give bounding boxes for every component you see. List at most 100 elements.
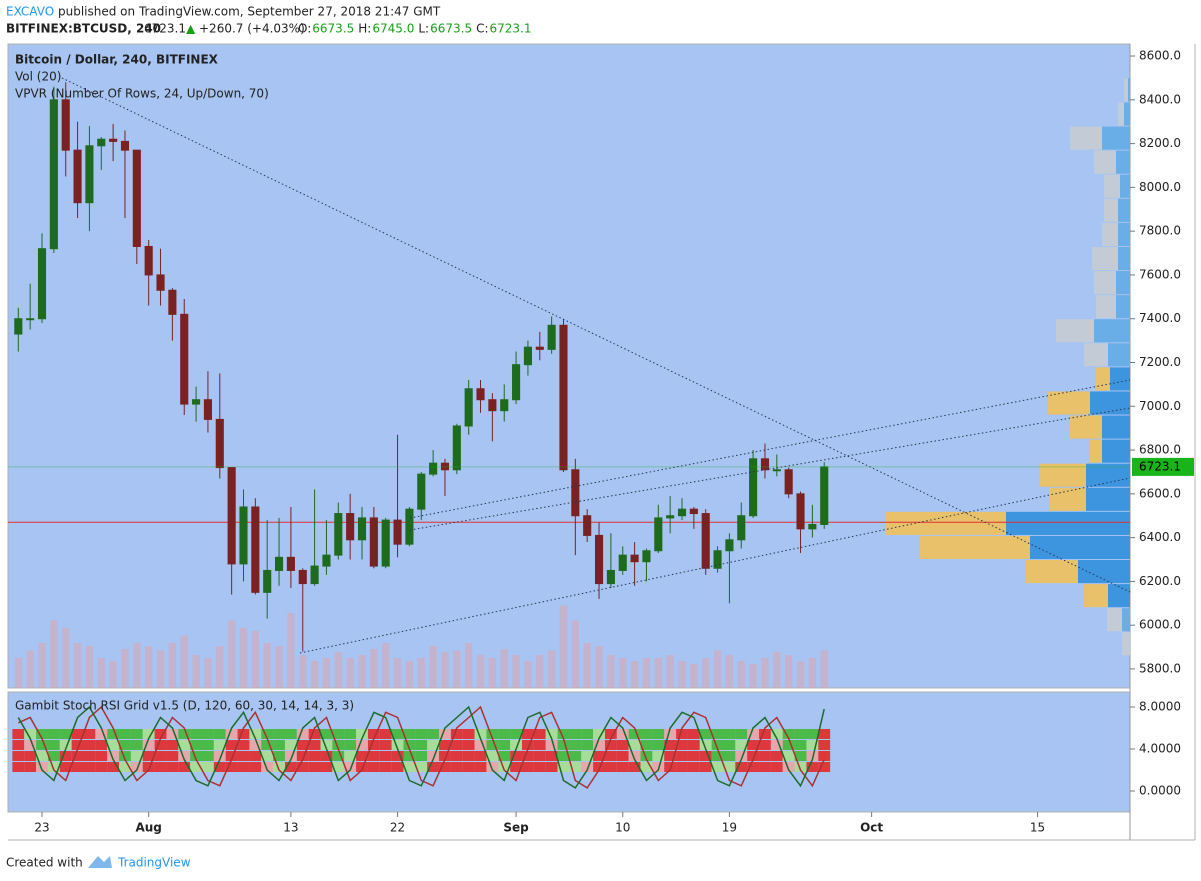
grid-cell [474,751,487,761]
axes: 5800.0 6000.0 6200.0 6400.0 6600.0 6800.0 7000… [34,49,1194,835]
x-tick-label: 13 [283,821,298,835]
y-tick-label: 7000.0 [1139,399,1181,413]
grid-cell [391,762,404,772]
ohlc-label: H: [358,22,371,36]
grid-cell [711,740,724,750]
candle-body [689,508,698,515]
y-tick-label: 7600.0 [1139,267,1181,281]
volume-bar [583,643,591,688]
grid-cell [225,740,238,750]
volume-bar [299,655,307,688]
x-tick-label: 19 [722,821,737,835]
grid-cell [676,740,688,750]
profile-down [1104,174,1120,198]
grid-cell [166,751,179,761]
grid-cell [794,751,807,761]
grid-cell [332,729,345,739]
candle-body [784,469,793,495]
volume-bar [405,661,413,688]
grid-cell [569,751,582,761]
grid-cell [71,729,84,739]
candle-body [346,513,355,541]
grid-cell [486,729,499,739]
volume-bar [524,661,532,688]
x-tick-label: 10 [615,821,630,835]
candle-body [334,513,343,556]
grid-cell [202,751,214,761]
osc-tick-label: 8.0000 [1139,700,1181,714]
grid-cell [616,729,629,739]
candle-body [168,289,177,315]
chart-title: Bitcoin / Dollar, 240, BITFINEX [15,53,219,67]
grid-cell [439,729,451,739]
candle-body [37,248,47,320]
candle-body [523,346,532,366]
volume-bar [322,658,331,688]
grid-cell [356,751,368,761]
footer-text: Created with [6,856,83,870]
profile-up [1006,511,1130,535]
grid-cell [213,729,226,739]
volume-bar [156,650,165,688]
grid-cell [616,740,629,750]
profile-down [1094,271,1116,295]
grid-cell [59,762,72,772]
y-tick-label: 6600.0 [1139,486,1181,500]
x-tick-label: 15 [1030,821,1045,835]
candle-body [512,364,521,401]
grid-cell [427,740,440,750]
volume-bar [97,658,105,688]
grid-cell [699,729,712,739]
grid-cell [522,729,534,739]
y-tick-label: 7200.0 [1139,355,1181,369]
candles [8,82,1130,789]
candle-body [713,550,722,569]
grid-cell [95,729,108,739]
candle-body [666,515,675,519]
grid-cell [415,751,428,761]
profile-up [1078,560,1130,584]
grid-cell [593,740,605,750]
grid-cell [296,740,309,750]
ohlc-label: C: [476,22,488,36]
grid-cell [36,740,48,750]
volume-bar [559,605,568,688]
grid-cell [119,762,131,772]
grid-cell [699,762,712,772]
candle-body [49,99,58,250]
grid-cell [806,740,819,750]
grid-cell [581,751,594,761]
grid-cell [154,751,167,761]
volume-bar [465,643,473,688]
profile-down [1084,584,1108,608]
grid-cell [154,729,167,739]
grid-cell [806,762,819,772]
grid-cell [723,740,736,750]
candle-body [156,274,165,291]
candle-body [547,324,556,350]
grid-cell [723,762,736,772]
volume-bar [749,664,757,688]
grid-cell [83,729,96,739]
profile-down [1026,560,1078,584]
symbol: BITFINEX:BTCUSD, 240 [6,22,161,36]
grid-cell [735,740,748,750]
grid-cell [130,751,143,761]
grid-cell [782,762,795,772]
grid-cell [687,740,700,750]
grid-cell [545,729,558,739]
volume-bar [358,655,366,688]
volume-bar [62,628,70,688]
author: EXCAVO [6,5,54,19]
profile-down [1070,126,1102,150]
grid-cell [142,762,155,772]
grid-cell [12,740,25,750]
grid-cell [759,729,771,739]
candle-body [120,140,130,151]
grid-cell [261,740,274,750]
profile-up [1108,584,1130,608]
brand[interactable]: TradingView [117,856,191,870]
grid-cell [59,740,72,750]
profile-up [1120,174,1130,198]
grid-cell [320,740,333,750]
